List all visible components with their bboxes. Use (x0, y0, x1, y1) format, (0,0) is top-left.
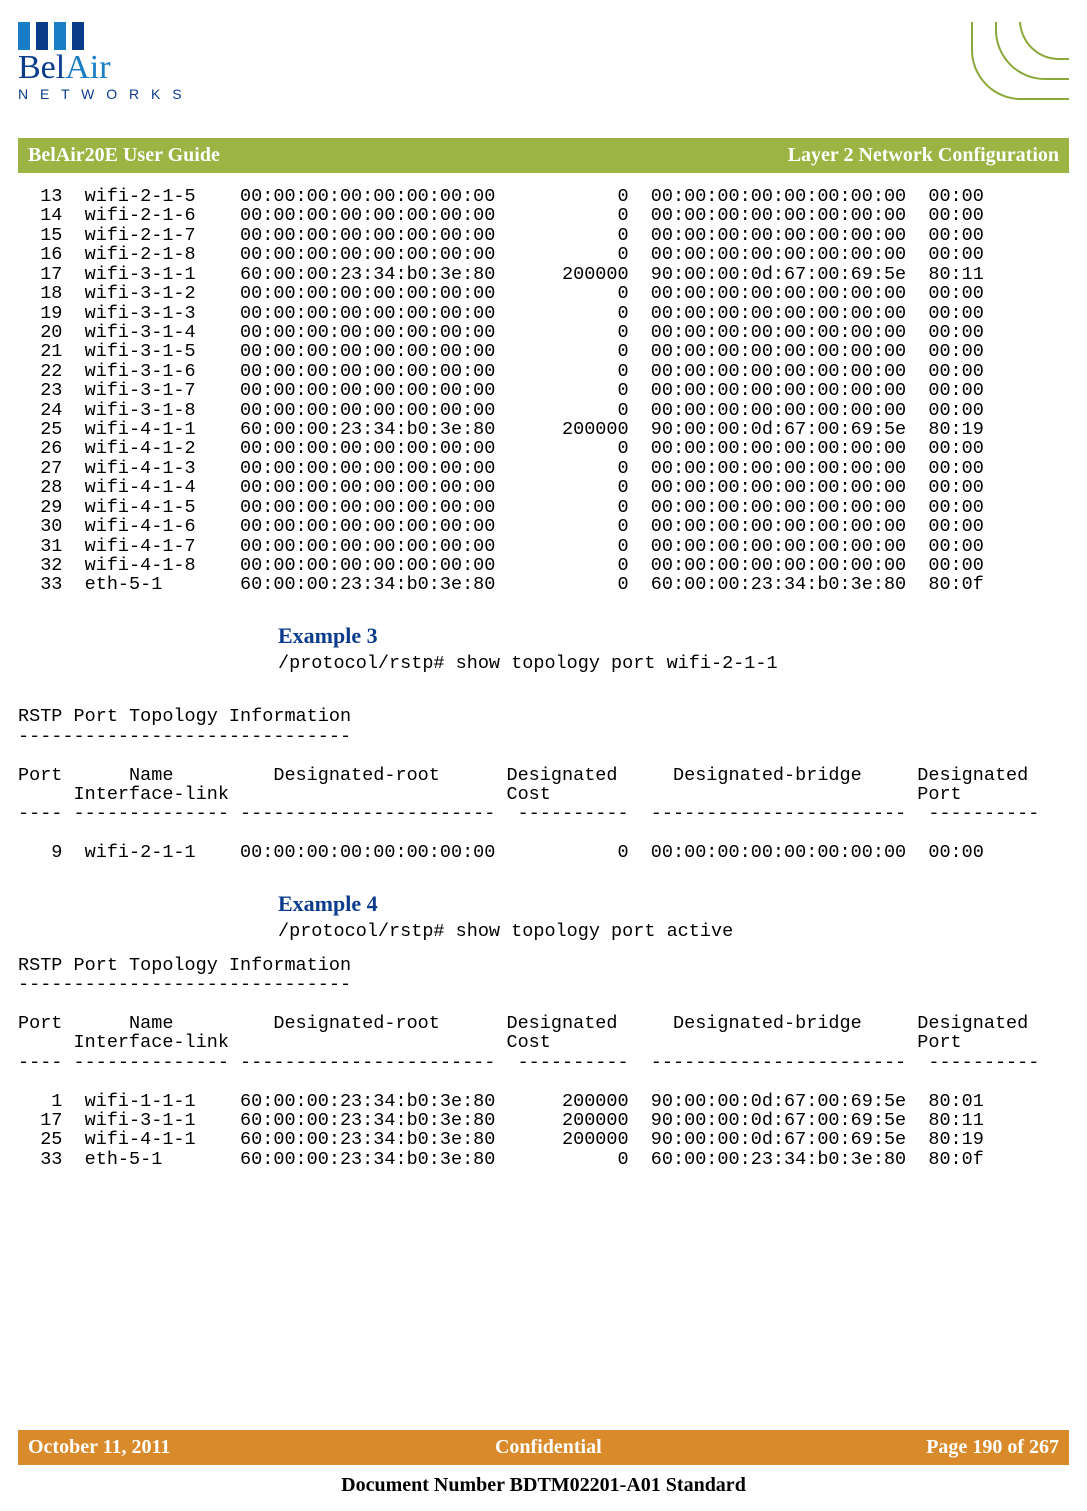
example-4-heading: Example 4 (278, 891, 1069, 917)
guide-title: BelAir20E User Guide (28, 144, 220, 167)
footer-bar: October 11, 2011 Confidential Page 190 o… (18, 1430, 1069, 1465)
logo-bar (72, 22, 84, 50)
logo-bar (36, 22, 48, 50)
example-3-command: /protocol/rstp# show topology port wifi-… (278, 653, 1069, 674)
example-4-output: RSTP Port Topology Information ---------… (18, 956, 1069, 1170)
logo-bar (18, 22, 30, 50)
header: BelAir N E T W O R K S (18, 22, 1069, 132)
footer-confidential: Confidential (495, 1436, 602, 1459)
logo-word-2: Air (65, 49, 110, 86)
example-3-output: RSTP Port Topology Information ---------… (18, 688, 1069, 863)
document-number: Document Number BDTM02201-A01 Standard (0, 1474, 1087, 1497)
logo-bars (18, 22, 198, 50)
example-3-heading: Example 3 (278, 623, 1069, 649)
logo-word-1: Bel (18, 49, 65, 86)
logo-text: BelAir (18, 52, 198, 84)
corner-mark-icon (971, 22, 1069, 100)
footer-date: October 11, 2011 (28, 1436, 170, 1459)
logo-subtitle: N E T W O R K S (18, 86, 198, 102)
example-4-command: /protocol/rstp# show topology port activ… (278, 921, 1069, 942)
section-title: Layer 2 Network Configuration (788, 144, 1059, 167)
footer-page: Page 190 of 267 (926, 1436, 1059, 1459)
logo-bar (54, 22, 66, 50)
title-banner: BelAir20E User Guide Layer 2 Network Con… (18, 138, 1069, 173)
logo: BelAir N E T W O R K S (18, 22, 198, 102)
topology-table-continuation: 13 wifi-2-1-5 00:00:00:00:00:00:00:00 0 … (18, 187, 1069, 595)
